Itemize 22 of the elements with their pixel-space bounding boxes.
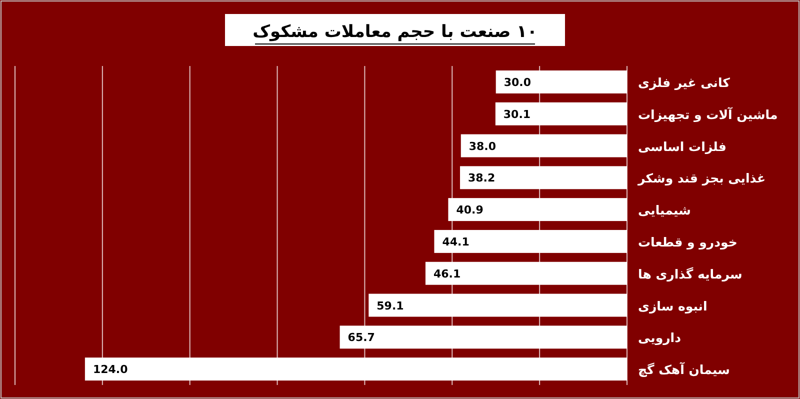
- y-tick-label: سیمان آهک گچ: [638, 362, 730, 378]
- y-tick-label: غذایی بجز قند وشکر: [637, 170, 766, 187]
- y-tick-label: ماشین آلات و تجهیزات: [638, 106, 778, 123]
- data-label: 44.1: [442, 235, 470, 248]
- data-label: 59.1: [376, 299, 404, 312]
- data-label: 40.9: [456, 204, 484, 217]
- data-label: 38.2: [468, 172, 496, 185]
- chart-title: ۱۰ صنعت با حجم معاملات مشکوک: [252, 22, 538, 42]
- y-tick-label: خودرو و قطعات: [638, 234, 738, 250]
- y-tick-label: فلزات اساسی: [638, 138, 726, 155]
- title: ۱۰ صنعت با حجم معاملات مشکوک: [225, 14, 565, 46]
- data-label: 65.7: [348, 331, 375, 344]
- y-tick-label: کانی غیر فلزی: [638, 74, 731, 91]
- y-tick-label: انبوه سازی: [638, 298, 708, 314]
- y-tick-label: سرمایه گذاری ها: [638, 266, 742, 282]
- data-label: 124.0: [92, 363, 128, 376]
- y-tick-label: دارویی: [638, 330, 682, 346]
- y-tick-label: شیمیایی: [638, 202, 691, 218]
- data-label: 46.1: [433, 267, 461, 280]
- data-label: 30.1: [503, 108, 531, 121]
- data-label: 38.0: [468, 140, 496, 153]
- data-label: 30.0: [504, 76, 532, 89]
